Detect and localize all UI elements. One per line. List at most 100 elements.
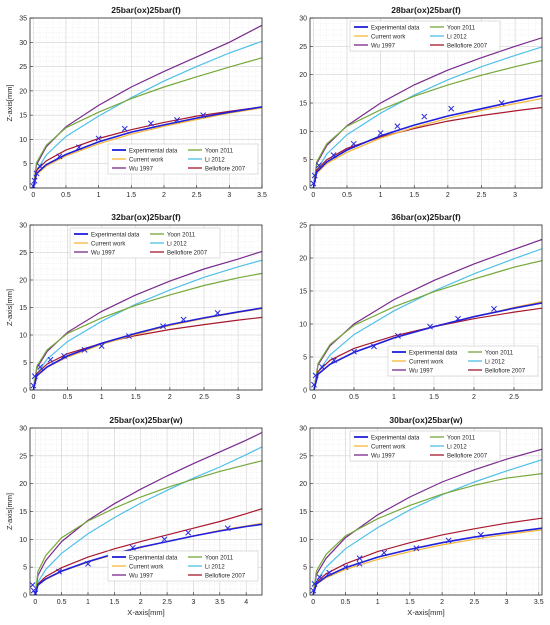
chart-panel-5: 0 0.5 1 1.5 2 2.5 3 3.5 4 0 5 10 15 20 25 30 25bar(ox)25…	[5, 415, 263, 617]
legend-label-experimental: Experimental data	[129, 148, 178, 154]
series-lines	[312, 37, 542, 188]
series-line-li	[34, 446, 262, 595]
series-line-bellofiore	[32, 106, 262, 188]
x-tick-label: 3	[505, 599, 509, 606]
data-marker	[174, 117, 180, 123]
legend-label-yoon: Yoon 2011	[485, 350, 514, 356]
data-marker	[395, 332, 401, 339]
y-tick-label: 20	[19, 278, 27, 285]
x-tick-label: 3	[236, 394, 240, 401]
data-marker	[37, 363, 44, 370]
data-marker	[56, 568, 62, 575]
data-marker	[477, 531, 484, 538]
y-tick-label: 10	[299, 537, 307, 544]
x-tick-label: 2.5	[509, 394, 519, 401]
legend: Experimental data Current work Wu 1997 Yoon…	[349, 430, 501, 462]
y-tick-label: 30	[19, 40, 27, 47]
data-marker	[36, 163, 43, 170]
data-marker	[85, 560, 91, 567]
x-tick-label: 1	[376, 599, 380, 606]
x-tick-label: 0	[312, 394, 316, 401]
y-tick-label: 25	[19, 250, 27, 257]
x-tick-label: 3	[513, 192, 517, 199]
y-tick-label: 20	[299, 481, 307, 488]
data-marker	[326, 569, 333, 576]
y-axis-label: Z-axis[mm]	[5, 84, 14, 121]
x-tick-label: 0.5	[61, 192, 71, 199]
y-tick-label: 30	[299, 426, 307, 433]
chart-title: 30bar(ox)25bar(w)	[389, 415, 462, 425]
legend-label-wu: Wu 1997	[129, 573, 154, 579]
y-tick-label: 0	[303, 388, 307, 395]
x-tick-label: 0.5	[349, 394, 359, 401]
data-marker	[312, 372, 319, 379]
legend-label-wu: Wu 1997	[129, 166, 154, 172]
x-tick-label: 2	[139, 599, 143, 606]
y-tick-label: 15	[299, 289, 307, 296]
legend: Experimental data Current work Wu 1997 Yoon…	[107, 143, 259, 175]
data-marker	[356, 555, 363, 562]
data-marker	[330, 152, 337, 159]
legend-label-current: Current work	[91, 241, 126, 247]
x-tick-label: 1	[379, 192, 383, 199]
series-line-current	[312, 97, 542, 188]
y-tick-label: 10	[19, 537, 27, 544]
data-marker	[185, 529, 192, 536]
series-line-experimental	[32, 106, 262, 188]
series-line-li	[312, 46, 542, 188]
chart-panel-3: 0 0.5 1 1.5 2 2.5 305101520253032bar(ox)25bar(…	[5, 212, 263, 401]
data-marker	[310, 587, 317, 594]
x-axis-label: X-axis[mm]	[407, 608, 445, 617]
legend-label-current: Current work	[129, 564, 164, 570]
y-tick-label: 0	[23, 593, 27, 600]
legend-label-yoon: Yoon 2011	[447, 25, 476, 31]
y-tick-label: 0	[23, 388, 27, 395]
series-line-wu	[312, 448, 542, 595]
data-marker	[121, 125, 128, 132]
series-line-yoon	[32, 272, 262, 390]
data-marker	[394, 123, 401, 130]
data-marker	[310, 180, 317, 187]
data-marker	[56, 153, 63, 160]
chart-panel-1: 0 0.5 1 1.5 2 2.5 3 3.5 0 5 10 15 20 25 30 35 25bar(ox)2…	[5, 5, 267, 199]
data-marker	[33, 170, 40, 177]
data-marker	[421, 113, 428, 120]
x-tick-label: 2	[446, 192, 450, 199]
chart-panel-4: 0 0.5 1 1.5 2 2.5 0 5 10 15 20 25 36bar(ox)25bar(f) E…	[299, 212, 543, 401]
legend-label-bellofiore: Bellofiore 2007	[447, 453, 488, 459]
chart-title: 32bar(ox)25bar(f)	[111, 212, 181, 222]
legend-box	[349, 430, 501, 462]
legend-box	[107, 143, 259, 175]
y-tick-label: 15	[299, 101, 307, 108]
data-marker	[98, 343, 105, 349]
series-line-experimental	[313, 302, 542, 390]
data-marker	[31, 177, 38, 184]
data-marker	[180, 316, 187, 323]
series-line-experimental	[312, 527, 542, 595]
chart-title: 36bar(ox)25bar(f)	[391, 212, 461, 222]
x-tick-label: 0	[31, 394, 35, 401]
y-tick-label: 30	[299, 16, 307, 23]
experimental-markers	[30, 525, 231, 595]
x-tick-label: 1.5	[429, 394, 439, 401]
x-tick-label: 4	[244, 599, 248, 606]
data-marker	[129, 544, 136, 551]
legend-label-experimental: Experimental data	[409, 350, 458, 356]
legend-box	[107, 550, 259, 582]
y-tick-label: 15	[19, 305, 27, 312]
legend-label-experimental: Experimental data	[129, 555, 178, 561]
x-tick-label: 2.5	[192, 192, 202, 199]
data-marker	[147, 120, 154, 127]
data-marker	[498, 100, 505, 106]
x-tick-label: 2.5	[477, 192, 487, 199]
series-line-wu	[313, 238, 542, 390]
y-tick-label: 0	[303, 593, 307, 600]
y-tick-label: 25	[19, 453, 27, 460]
data-marker	[351, 348, 357, 355]
y-axis-label: Z-axis[mm]	[5, 493, 14, 530]
legend-label-li: Li 2012	[205, 157, 225, 163]
y-tick-label: 5	[23, 360, 27, 367]
x-tick-label: 1	[100, 394, 104, 401]
legend: Experimental data Current work Wu 1997 Yoon…	[387, 345, 539, 377]
